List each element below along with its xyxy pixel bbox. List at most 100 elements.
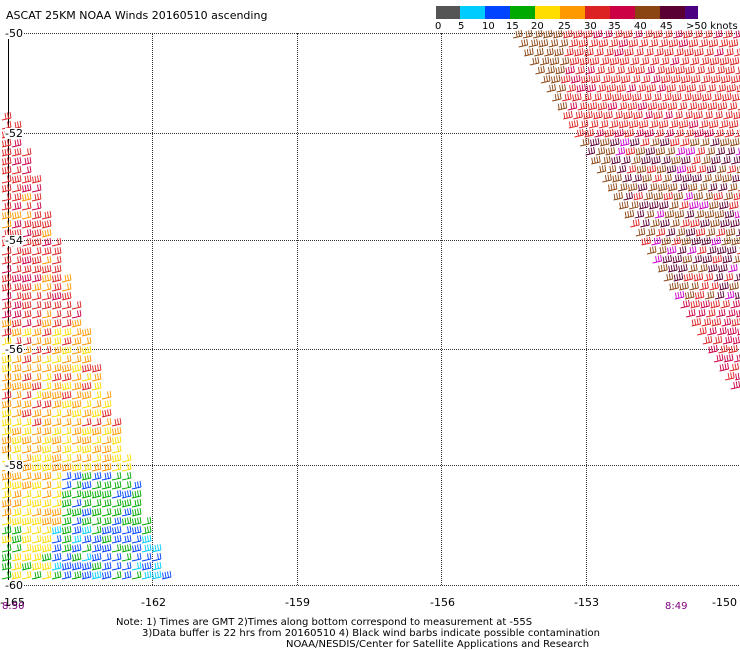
wind-barb: [619, 137, 630, 147]
wind-barb: [51, 444, 62, 454]
wind-barb: [645, 65, 655, 75]
wind-barb: [548, 38, 559, 48]
wind-barb: [131, 552, 142, 562]
wind-barb: [729, 137, 740, 147]
wind-barb: [81, 417, 92, 427]
wind-barb: [31, 210, 42, 220]
wind-barb: [629, 200, 639, 210]
wind-barb: [41, 363, 52, 373]
wind-barb: [51, 408, 62, 418]
wind-barb: [91, 489, 102, 499]
wind-barb: [21, 264, 32, 274]
wind-barb: [51, 381, 62, 391]
wind-barb: [655, 146, 666, 156]
legend-label: 35: [608, 21, 621, 32]
wind-barb: [31, 462, 42, 472]
wind-barb: [606, 83, 617, 93]
wind-barb: [692, 92, 702, 102]
wind-barb: [695, 308, 706, 318]
wind-barb: [678, 119, 689, 129]
wind-barb: [91, 543, 102, 553]
wind-barb: [658, 38, 669, 48]
wind-barb: [101, 390, 112, 400]
wind-barb: [649, 137, 660, 147]
wind-barb: [91, 363, 102, 373]
wind-barb: [51, 417, 62, 427]
wind-barb: [141, 552, 152, 562]
wind-barb: [574, 47, 584, 57]
wind-barb: [71, 381, 82, 391]
wind-barb: [151, 552, 162, 562]
wind-barb: [595, 146, 606, 156]
wind-barb: [556, 83, 567, 93]
wind-barb: [692, 173, 702, 183]
wind-barb: [728, 119, 739, 129]
wind-barb: [51, 507, 62, 517]
wind-barb: [557, 101, 568, 111]
wind-barb: [141, 525, 152, 535]
wind-barb: [687, 101, 698, 111]
wind-barb: [31, 327, 42, 337]
wind-barb: [11, 192, 22, 202]
wind-barb: [91, 399, 102, 409]
wind-barb: [629, 137, 640, 147]
wind-barb: [660, 218, 670, 228]
wind-barb: [615, 146, 626, 156]
wind-barb: [21, 372, 32, 382]
wind-barb: [31, 507, 42, 517]
wind-barb: [21, 561, 32, 571]
wind-barb: [11, 291, 22, 301]
wind-barb: [1, 444, 12, 454]
wind-barb: [735, 373, 740, 381]
wind-barb: [643, 191, 653, 201]
wind-barb: [81, 471, 92, 481]
wind-barb: [704, 47, 714, 57]
wind-barb: [580, 74, 591, 84]
wind-barb: [641, 155, 651, 165]
wind-barb: [1, 156, 12, 166]
wind-barb: [679, 56, 690, 66]
wind-barb: [21, 507, 32, 517]
lat-label: -58: [5, 459, 23, 472]
wind-barb: [31, 417, 42, 427]
wind-barb: [651, 155, 661, 165]
wind-barb: [61, 300, 72, 310]
wind-barb: [21, 255, 32, 265]
wind-barb: [590, 74, 601, 84]
wind-barb: [687, 182, 698, 192]
wind-barb: [71, 318, 82, 328]
wind-barb: [704, 290, 715, 300]
wind-barb: [1, 111, 12, 121]
wind-barb: [617, 182, 628, 192]
wind-barb: [1, 417, 12, 427]
wind-barb: [643, 110, 653, 120]
wind-barb: [51, 318, 62, 328]
wind-barb: [710, 74, 721, 84]
wind-barb: [625, 146, 636, 156]
wind-barb: [688, 119, 699, 129]
wind-barb: [11, 147, 22, 157]
legend-swatch-15: [510, 6, 535, 19]
wind-barb: [624, 47, 634, 57]
wind-barb: [61, 417, 72, 427]
wind-barb: [736, 85, 740, 93]
wind-barb: [61, 435, 72, 445]
wind-barb: [11, 399, 22, 409]
wind-barb: [663, 272, 674, 282]
legend-swatch-25: [560, 6, 585, 19]
wind-barb: [51, 345, 62, 355]
wind-barb: [11, 534, 22, 544]
wind-barb: [565, 65, 575, 75]
wind-barb: [21, 246, 32, 256]
wind-barb: [111, 444, 122, 454]
wind-barb: [101, 552, 112, 562]
wind-barb: [568, 38, 579, 48]
wind-barb: [1, 408, 12, 418]
wind-barb: [598, 119, 609, 129]
wind-barb: [650, 74, 661, 84]
wind-barb: [21, 498, 32, 508]
wind-barb: [670, 218, 680, 228]
wind-barb: [81, 399, 92, 409]
wind-barb: [632, 92, 642, 102]
